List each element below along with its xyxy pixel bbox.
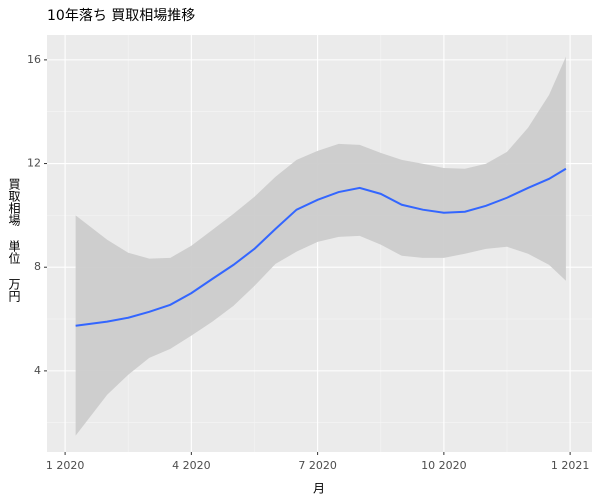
confidence-ribbon — [75, 56, 566, 436]
y-tick-label: 12 — [27, 157, 41, 170]
chart-title: 10年落ち 買取相場推移 — [47, 8, 195, 24]
y-tick-label: 16 — [27, 53, 41, 66]
y-axis-title: 買取相場 単位 万円 — [7, 178, 21, 302]
x-tick-label: 1 2021 — [551, 459, 590, 472]
x-tick-label: 1 2020 — [46, 459, 85, 472]
y-tick-label: 4 — [34, 364, 41, 377]
x-tick-label: 7 2020 — [298, 459, 337, 472]
y-tick-label: 8 — [34, 260, 41, 273]
smooth-line — [75, 167, 567, 327]
x-tick-label: 4 2020 — [172, 459, 211, 472]
x-axis-title: 月 — [313, 482, 325, 496]
x-tick-label: 10 2020 — [421, 459, 467, 472]
